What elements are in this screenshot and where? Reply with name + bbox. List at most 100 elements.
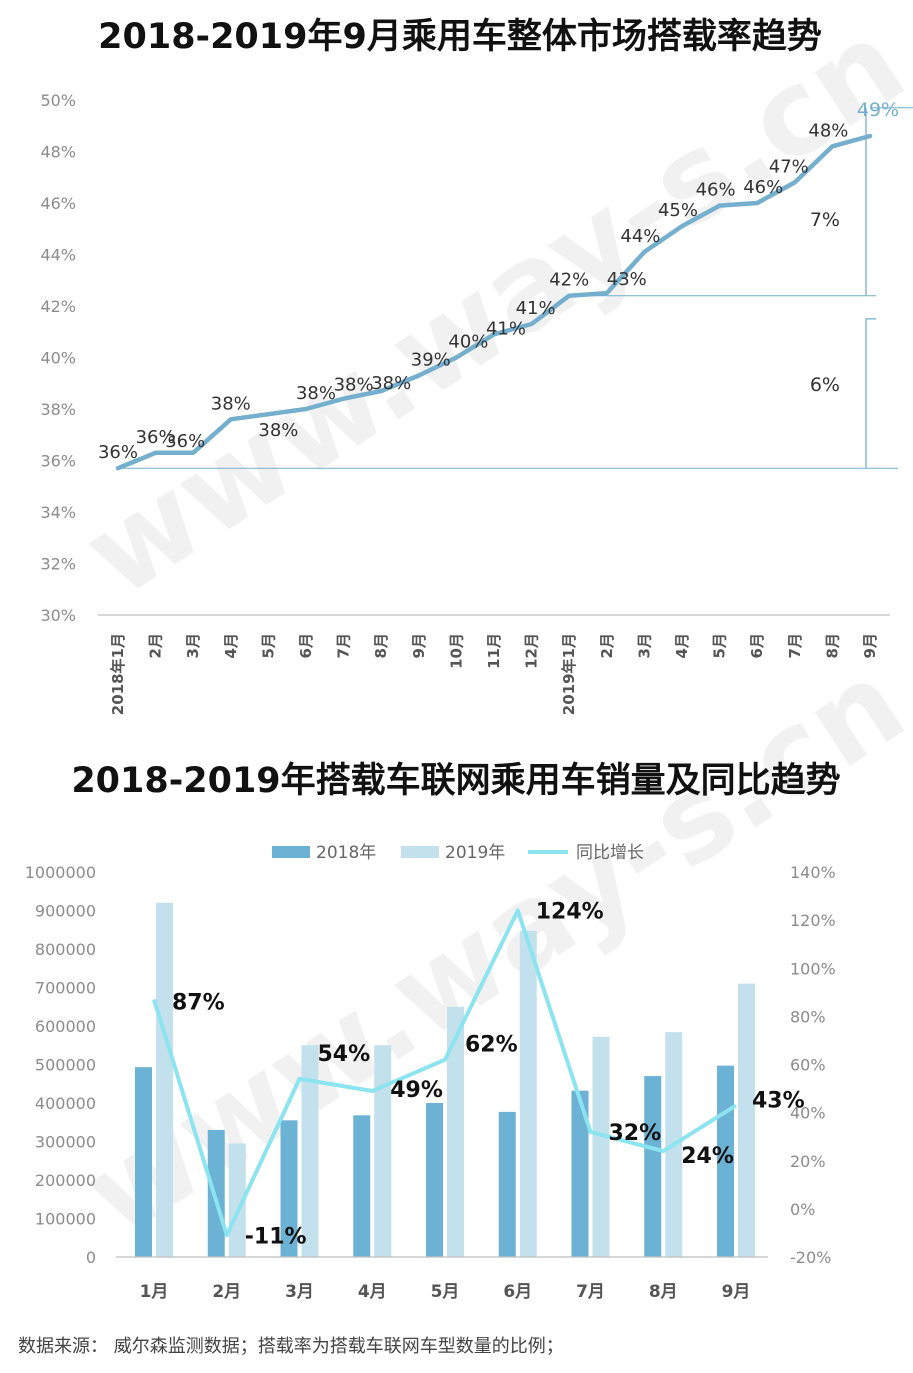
chart2-y-tick: 800000 xyxy=(35,940,96,959)
chart1-x-tick: 4月 xyxy=(673,633,691,658)
chart1-data-label: 41% xyxy=(516,298,556,319)
chart1-x-tick: 9月 xyxy=(410,633,428,658)
chart1-data-label: 46% xyxy=(743,177,783,198)
chart1-x-tick: 9月 xyxy=(861,633,879,658)
chart1-bracket-label-lower: 6% xyxy=(810,374,840,396)
bar-2018 xyxy=(353,1115,371,1257)
chart2-x-tick: 5月 xyxy=(431,1282,460,1302)
chart1-x-tick: 7月 xyxy=(786,633,804,658)
chart1-y-tick: 34% xyxy=(40,503,76,522)
chart2-legend: 2018年 2019年 同比增长 xyxy=(272,843,644,863)
legend-swatch-2019 xyxy=(401,846,439,858)
chart1-title: 2018-2019年9月乘用车整体市场搭载率趋势 xyxy=(98,17,822,57)
chart2-x-axis: 1月 2月 3月 4月 5月 6月 7月 8月 9月 xyxy=(116,1256,768,1302)
chart2-y2-tick: 80% xyxy=(790,1007,826,1026)
chart1-data-label: 38% xyxy=(258,420,298,441)
chart2-y-tick: 700000 xyxy=(35,979,96,998)
chart1-y-tick: 30% xyxy=(40,606,76,625)
chart1-x-tick: 10月 xyxy=(447,633,465,669)
chart2-y2-tick: 60% xyxy=(790,1056,826,1075)
bar-2019 xyxy=(228,1143,246,1257)
watermark-top: www.way-s.cn xyxy=(60,0,913,623)
chart1-data-label: 38% xyxy=(296,383,336,404)
chart1-x-tick: 8月 xyxy=(823,633,841,658)
chart1-y-tick: 46% xyxy=(40,194,76,213)
chart2-y-tick: 500000 xyxy=(35,1056,96,1075)
chart2-x-tick: 2月 xyxy=(212,1282,241,1302)
chart1-y-tick: 38% xyxy=(40,400,76,419)
bar-2019 xyxy=(447,1006,464,1257)
chart1-x-tick: 6月 xyxy=(297,633,315,658)
chart1-data-label: 36% xyxy=(165,431,205,452)
chart1-y-tick: 36% xyxy=(40,452,76,471)
chart1-x-tick: 8月 xyxy=(372,633,390,658)
chart2-x-tick: 7月 xyxy=(576,1282,605,1302)
chart2-y-tick: 200000 xyxy=(35,1171,96,1190)
bar-2018 xyxy=(571,1090,589,1257)
chart1-series-line xyxy=(115,133,873,471)
chart1-data-label: 44% xyxy=(620,226,660,247)
chart2-y-tick: 300000 xyxy=(35,1133,96,1152)
chart1-y-tick: 50% xyxy=(40,91,76,110)
legend-label-2018: 2018年 xyxy=(316,843,376,863)
chart2-yoy-labels: 87% -11% 54% 49% 62% 124% 32% 24% 43% xyxy=(172,900,805,1250)
chart1-x-tick: 5月 xyxy=(711,633,729,658)
chart1-data-label: 43% xyxy=(607,269,647,290)
bar-2019 xyxy=(519,930,537,1257)
legend-swatch-2018 xyxy=(272,846,310,858)
chart1-y-tick: 44% xyxy=(40,246,76,265)
chart1-x-tick: 6月 xyxy=(748,633,766,658)
chart2-y-tick: 0 xyxy=(86,1248,96,1267)
bar-2018 xyxy=(207,1129,225,1257)
chart1-data-label: 36% xyxy=(98,442,138,463)
chart1-data-label: 46% xyxy=(696,180,736,201)
chart2-y2-tick: 20% xyxy=(790,1152,826,1171)
chart1-data-label: 40% xyxy=(448,332,488,353)
yoy-data-label: 87% xyxy=(172,991,225,1016)
bar-2018 xyxy=(280,1120,298,1257)
chart2-y-tick: 600000 xyxy=(35,1017,96,1036)
chart1-y-tick: 48% xyxy=(40,143,76,162)
yoy-data-label: 32% xyxy=(609,1121,662,1146)
chart2-y2-tick: 100% xyxy=(790,959,836,978)
chart2-y-tick: 100000 xyxy=(35,1210,96,1229)
chart1-data-label: 36% xyxy=(136,427,176,448)
legend-label-yoy: 同比增长 xyxy=(576,843,644,863)
chart2-y-tick: 400000 xyxy=(35,1094,96,1113)
chart1-reference-lines xyxy=(118,107,913,469)
chart1-y-tick: 42% xyxy=(40,297,76,316)
watermark-bottom: www.way-s.cn xyxy=(60,633,913,1263)
bar-2019 xyxy=(156,902,173,1257)
chart2-y2-tick: -20% xyxy=(790,1248,831,1267)
chart1-data-label: 48% xyxy=(808,120,848,141)
chart2-x-tick: 6月 xyxy=(503,1282,532,1302)
bar-2019 xyxy=(374,1045,392,1257)
sales-yoy-combo-chart: 2018-2019年搭载车联网乘用车销量及同比趋势 2018年 2019年 同比增长… xyxy=(25,761,841,1302)
chart1-x-tick: 3月 xyxy=(184,633,202,658)
yoy-data-label: 62% xyxy=(465,1033,518,1058)
chart2-y2-tick: 40% xyxy=(790,1104,826,1123)
chart1-x-tick: 2月 xyxy=(598,633,616,658)
chart1-x-tick: 5月 xyxy=(259,633,277,658)
chart1-data-label: 47% xyxy=(769,156,809,177)
bar-2018 xyxy=(644,1076,662,1257)
chart2-y-axis-left: 0 100000 200000 300000 400000 500000 600000 700… xyxy=(25,863,96,1267)
chart2-x-tick: 9月 xyxy=(722,1282,751,1302)
chart1-x-tick: 4月 xyxy=(222,633,240,658)
chart1-x-tick: 2018年1月 xyxy=(109,633,127,715)
yoy-data-label: 54% xyxy=(318,1042,371,1067)
chart1-y-tick: 32% xyxy=(40,555,76,574)
chart2-y-axis-right: -20% 0% 20% 40% 60% 80% 100% 120% 140% xyxy=(790,863,836,1267)
chart1-data-label: 42% xyxy=(549,270,589,291)
chart1-x-tick: 11月 xyxy=(485,633,503,669)
chart1-x-tick: 7月 xyxy=(335,633,353,658)
chart1-data-label: 45% xyxy=(658,200,698,221)
chart1-y-tick: 40% xyxy=(40,349,76,368)
chart2-y2-tick: 120% xyxy=(790,911,836,930)
chart2-x-tick: 8月 xyxy=(649,1282,678,1302)
chart2-x-tick: 1月 xyxy=(140,1282,169,1302)
bar-2018 xyxy=(426,1103,443,1257)
chart2-x-tick: 3月 xyxy=(285,1282,314,1302)
legend-label-2019: 2019年 xyxy=(445,843,505,863)
